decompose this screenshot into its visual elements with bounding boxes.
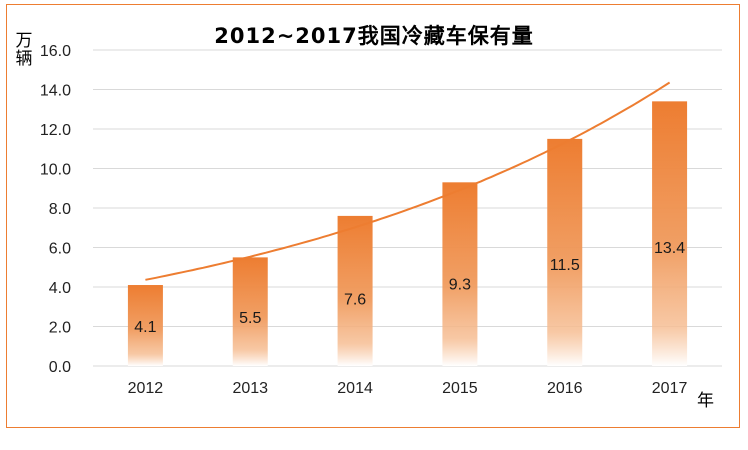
data-label: 9.3: [449, 276, 471, 293]
bar-2015: [442, 182, 478, 366]
data-label: 4.1: [134, 319, 156, 336]
data-label: 11.5: [550, 257, 580, 274]
data-label: 5.5: [239, 310, 261, 327]
y-tick-label: 14.0: [40, 83, 71, 100]
y-tick-label: 12.0: [40, 122, 71, 139]
y-tick-label: 4.0: [49, 280, 71, 297]
x-tick-label: 2016: [547, 380, 583, 397]
x-tick-label: 2017: [652, 380, 688, 397]
y-tick-label: 8.0: [49, 201, 71, 218]
data-label: 7.6: [344, 291, 366, 308]
bar-2013: [232, 257, 268, 366]
y-axis-label: 万辆: [15, 31, 33, 69]
bar-2016: [547, 138, 583, 366]
trendline: [145, 81, 671, 281]
data-label: 13.4: [654, 240, 685, 257]
x-tick-label: 2012: [128, 380, 164, 397]
x-tick-label: 2014: [337, 380, 373, 397]
bar-2012: [127, 285, 163, 366]
y-tick-label: 0.0: [49, 359, 71, 376]
bar-2017: [652, 101, 688, 366]
y-tick-label: 16.0: [40, 43, 71, 60]
y-tick-label: 2.0: [49, 320, 71, 337]
bar-2014: [337, 215, 373, 366]
x-tick-label: 2013: [232, 380, 268, 397]
chart-title: 2012~2017我国冷藏车保有量: [214, 24, 534, 48]
x-tick-label: 2015: [442, 380, 478, 397]
x-axis-label: 年: [697, 391, 714, 411]
y-tick-label: 10.0: [40, 162, 71, 179]
y-tick-label: 6.0: [49, 241, 71, 258]
